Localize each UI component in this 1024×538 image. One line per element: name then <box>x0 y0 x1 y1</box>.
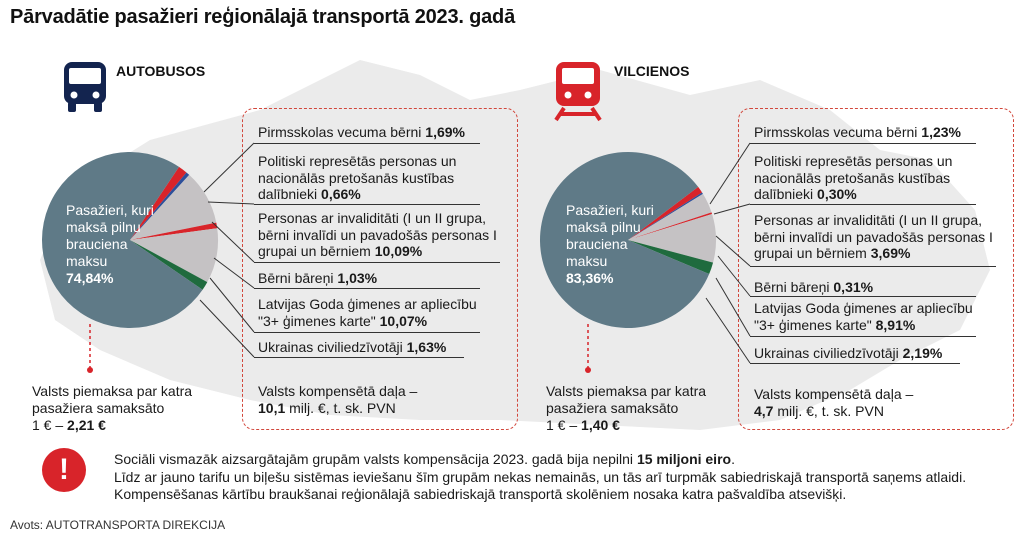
bus-pie-value: 74,84% <box>66 270 114 286</box>
source-credit: Avots: AUTOTRANSPORTA DIREKCIJA <box>10 518 226 532</box>
train-slice-large-family <box>628 213 716 263</box>
page-title: Pārvadātie pasažieri reģionālajā transpo… <box>10 6 515 28</box>
train-compensation: Valsts kompensētā daļa –4,7 milj. €, t. … <box>754 386 914 419</box>
footer-notes: Sociāli vismazāk aizsargātajām grupām va… <box>114 451 966 504</box>
bus-cat-orphans: Bērni bāreņi 1,03% <box>258 270 378 286</box>
bus-slice-ukraine <box>130 240 208 290</box>
train-slice-preschool <box>628 186 703 240</box>
bus-compensation: Valsts kompensētā daļa –10,1 milj. €, t.… <box>258 383 418 416</box>
bus-pie-chart <box>41 151 219 328</box>
bus-cat-preschool: Pirmsskolas vecuma bērni 1,69% <box>258 124 465 140</box>
train-pie-caption: Pasažieri, kuri maksā pilnu brauciena ma… <box>566 202 654 269</box>
train-pie-value: 83,36% <box>566 270 614 286</box>
train-pie-label: Pasažieri, kuri maksā pilnu brauciena ma… <box>566 202 662 287</box>
train-cat-large-family: Latvijas Goda ģimenes ar apliecību "3+ ģ… <box>754 300 973 333</box>
train-slice-disabled <box>628 193 712 240</box>
train-cat-disabled: Personas ar invaliditāti (I un II grupa,… <box>754 212 993 261</box>
train-mode-label: VILCIENOS <box>614 63 690 79</box>
bus-slice-orphans <box>130 222 218 240</box>
train-cat-preschool: Pirmsskolas vecuma bērni 1,23% <box>754 124 961 140</box>
bus-cat-repressed: Politiski represētās personas un nacionā… <box>258 153 457 202</box>
train-cat-repressed: Politiski represētās personas un nacionā… <box>754 153 953 202</box>
bus-cat-disabled: Personas ar invaliditāti (I un II grupa,… <box>258 210 497 259</box>
bus-slice-preschool <box>130 166 187 240</box>
train-slice-ukraine <box>628 240 714 275</box>
train-state-note: Valsts piemaksa par katra pasažiera sama… <box>546 383 707 433</box>
footer-line-2: Līdz ar jauno tarifu un biļešu sistēmas … <box>114 468 967 485</box>
exclamation-icon: ! <box>42 448 86 492</box>
footer-line-1: Sociāli vismazāk aizsargātajām grupām va… <box>114 451 735 467</box>
footer-line-3: Kompensēšanas kārtību braukšanai reģionā… <box>114 486 847 502</box>
train-slice-full-pay <box>539 151 710 328</box>
bus-pie-caption: Pasažieri, kuri maksā pilnu brauciena ma… <box>66 202 154 269</box>
bus-slice-disabled <box>130 174 217 240</box>
bus-mode-label: AUTOBUSOS <box>116 63 206 79</box>
bus-slice-full-pay <box>41 151 203 328</box>
bus-slice-large-family <box>130 228 219 283</box>
bus-slice-repressed <box>130 172 190 240</box>
bus-icon <box>64 62 106 112</box>
train-icon <box>554 62 602 122</box>
train-cat-orphans: Bērni bāreņi 0,31% <box>754 279 874 295</box>
train-slice-orphans <box>628 212 713 240</box>
bus-cat-large-family: Latvijas Goda ģimenes ar apliecību "3+ ģ… <box>258 296 477 329</box>
train-cat-ukraine: Ukrainas civiliedzīvotāji 2,19% <box>754 345 943 361</box>
bus-pie-label: Pasažieri, kuri maksā pilnu brauciena ma… <box>66 202 162 287</box>
train-slice-repressed <box>628 192 703 240</box>
train-pie-chart <box>539 151 716 328</box>
bus-cat-ukraine: Ukrainas civiliedzīvotāji 1,63% <box>258 339 447 355</box>
bus-state-note: Valsts piemaksa par katra pasažiera sama… <box>32 383 193 433</box>
